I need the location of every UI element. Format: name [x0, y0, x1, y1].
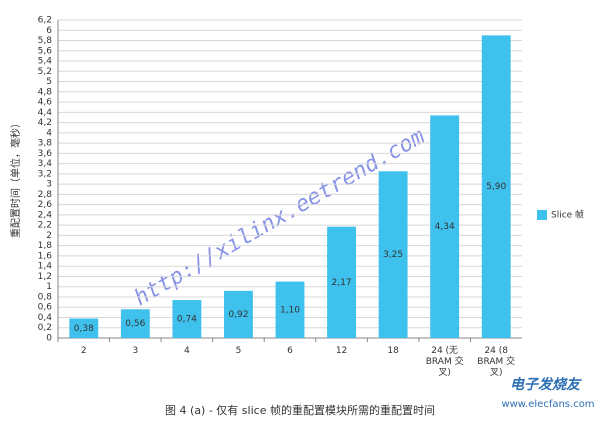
x-tick-label: 5	[235, 346, 242, 356]
x-tick-label: 18	[387, 346, 399, 356]
y-tick-label: 4	[46, 128, 52, 138]
x-tick-label: 2	[80, 346, 87, 356]
bar	[378, 171, 408, 338]
y-tick-label: 4,2	[38, 118, 52, 128]
y-tick-label: 5,2	[38, 67, 52, 77]
y-tick-label: 4,8	[38, 87, 53, 97]
y-tick-label: 3	[46, 180, 52, 190]
y-tick-label: 0,6	[38, 303, 53, 313]
x-tick-label: 24 (无 BRAM 交叉)	[425, 346, 464, 378]
bar	[275, 281, 305, 338]
value-label: 2,17	[332, 278, 352, 288]
y-tick-label: 1,6	[38, 251, 53, 261]
value-label: 5,90	[486, 182, 506, 192]
bar	[481, 35, 511, 339]
y-tick-label: 0,4	[38, 313, 53, 323]
y-tick-label: 3,4	[38, 159, 53, 169]
value-label: 3,25	[383, 250, 403, 260]
value-label: 0,92	[228, 310, 248, 320]
value-label: 0,38	[74, 324, 94, 334]
bar	[120, 309, 150, 338]
y-tick-label: 2,2	[38, 221, 52, 231]
y-tick-label: 0	[46, 334, 52, 344]
x-tick-label: 12	[335, 346, 348, 356]
y-tick-label: 3,8	[38, 139, 53, 149]
value-label: 4,34	[435, 222, 455, 232]
y-tick-label: 1,2	[38, 272, 52, 282]
y-tick-label: 5,6	[38, 46, 53, 56]
y-tick-label: 4,4	[38, 108, 53, 118]
x-tick-label: 6	[287, 346, 293, 356]
x-tick-label: 4	[184, 346, 190, 356]
legend-swatch	[537, 210, 547, 220]
y-tick-label: 6,2	[38, 16, 52, 26]
bar	[430, 115, 460, 339]
bar	[327, 226, 356, 338]
y-axis-label: 重配置时间（单位，毫秒）	[9, 118, 22, 238]
y-tick-label: 0,2	[38, 323, 52, 333]
y-tick-label: 1,4	[38, 262, 53, 272]
x-tick-label: 3	[132, 346, 139, 356]
y-tick-label: 5	[46, 77, 52, 87]
y-tick-label: 1	[46, 282, 52, 292]
value-label: 0,56	[125, 319, 145, 329]
y-tick-label: 3,2	[38, 169, 52, 179]
y-tick-label: 1,8	[38, 241, 53, 251]
watermark: 电子发烧友	[510, 376, 582, 393]
y-tick-label: 3,6	[38, 149, 53, 159]
bar	[69, 318, 99, 338]
y-tick-label: 2	[46, 231, 52, 241]
y-tick-label: 0,8	[38, 292, 53, 302]
y-tick-label: 2,8	[38, 190, 53, 200]
y-tick-label: 6	[46, 26, 52, 36]
bar	[172, 300, 202, 338]
y-tick-label: 2,4	[38, 210, 53, 220]
legend-label: Slice 帧	[551, 209, 584, 221]
y-tick-label: 2,6	[38, 200, 53, 210]
value-label: 0,74	[177, 315, 197, 325]
x-tick-label: 24 (8 BRAM 交叉)	[477, 346, 516, 378]
y-tick-label: 5,4	[38, 57, 53, 67]
value-label: 1,10	[280, 305, 300, 315]
watermark: www.elecfans.com	[501, 399, 594, 410]
chart-title: 图 4 (a) - 仅有 slice 帧的重配置模块所需的重配置时间	[165, 403, 435, 417]
bar	[224, 290, 253, 338]
y-tick-label: 4,6	[38, 98, 53, 108]
y-tick-label: 5,8	[38, 36, 53, 46]
